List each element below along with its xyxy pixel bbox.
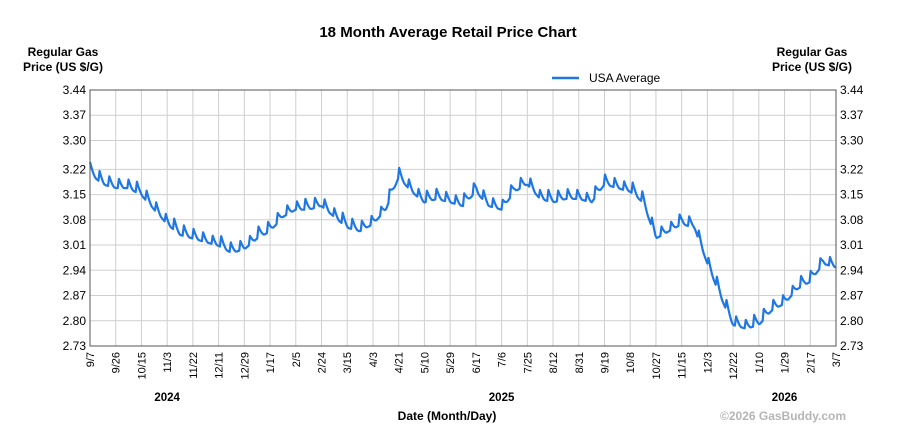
x-tick-label: 8/12	[548, 352, 560, 373]
chart-title: 18 Month Average Retail Price Chart	[319, 24, 576, 41]
x-tick-label: 12/3	[702, 352, 714, 373]
y-tick-right: 3.44	[840, 83, 864, 97]
x-tick-label: 9/7	[85, 352, 97, 367]
right-axis-label-line1: Regular Gas	[777, 45, 848, 59]
y-tick-right: 2.87	[840, 289, 864, 303]
y-tick-left: 3.30	[63, 133, 87, 147]
left-axis-label-line2: Price (US $/G)	[23, 60, 103, 74]
x-tick-label: 1/17	[265, 352, 277, 373]
left-axis-label-line1: Regular Gas	[28, 45, 99, 59]
x-tick-label: 7/25	[522, 352, 534, 373]
y-tick-left: 2.87	[63, 289, 87, 303]
x-tick-label: 9/19	[599, 352, 611, 373]
x-tick-label: 2/5	[291, 352, 303, 367]
year-label: 2025	[489, 392, 515, 404]
y-tick-left: 2.80	[63, 314, 87, 328]
x-tick-label: 2/17	[805, 352, 817, 373]
y-tick-left: 2.73	[63, 339, 87, 353]
y-tick-left: 2.94	[63, 263, 87, 277]
y-tick-right: 3.01	[840, 238, 864, 252]
plot-frame	[89, 89, 837, 347]
x-tick-label: 12/29	[239, 352, 251, 380]
y-tick-left: 3.37	[63, 108, 87, 122]
y-tick-left: 3.08	[63, 213, 87, 227]
x-tick-label: 5/29	[445, 352, 457, 373]
x-tick-label: 10/8	[625, 352, 637, 373]
x-tick-label: 10/15	[136, 352, 148, 380]
x-tick-label: 1/29	[780, 352, 792, 373]
y-tick-right: 2.73	[840, 339, 864, 353]
x-tick-label: 4/3	[368, 352, 380, 367]
x-tick-label: 11/3	[162, 352, 174, 373]
year-label: 2026	[772, 392, 798, 404]
x-tick-label: 11/22	[188, 352, 200, 379]
right-axis-label-line2: Price (US $/G)	[772, 60, 852, 74]
y-tick-right: 3.37	[840, 108, 864, 122]
x-axis-label: Date (Month/Day)	[398, 409, 497, 423]
x-tick-label: 8/31	[574, 352, 586, 373]
y-axis-left: 3.44 3.37 3.30 3.22 3.15 3.08 3.01 2.94 2.87 2.80…	[63, 83, 87, 353]
x-tick-label: 12/22	[728, 352, 740, 380]
legend-label: USA Average	[589, 71, 660, 85]
y-tick-left: 3.22	[63, 162, 87, 176]
y-tick-right: 3.30	[840, 133, 864, 147]
x-tick-label: 3/15	[342, 352, 354, 373]
y-axis-right: 3.44 3.37 3.30 3.22 3.15 3.08 3.01 2.94 2.87 2.80…	[840, 83, 864, 353]
x-tick-label: 3/7	[831, 352, 843, 367]
y-tick-right: 3.08	[840, 213, 864, 227]
y-tick-right: 2.94	[840, 263, 864, 277]
x-tick-label: 7/6	[497, 352, 509, 367]
y-tick-right: 3.15	[840, 188, 864, 202]
x-tick-label: 6/17	[471, 352, 483, 373]
x-axis: 9/7 9/26 10/15 11/3 11/22 12/11 12/29 1/17 2/5 2/…	[85, 352, 843, 380]
x-tick-label: 11/15	[677, 352, 689, 379]
y-tick-right: 2.80	[840, 314, 864, 328]
x-tick-label: 9/26	[111, 352, 123, 373]
x-tick-label: 12/11	[214, 352, 226, 379]
x-tick-label: 10/27	[651, 352, 663, 380]
y-tick-right: 3.22	[840, 162, 864, 176]
copyright: ©2026 GasBuddy.com	[720, 409, 846, 423]
x-tick-label: 2/24	[317, 352, 329, 373]
y-tick-left: 3.44	[63, 83, 87, 97]
x-tick-label: 4/21	[394, 352, 406, 373]
series-line-usa-average	[88, 161, 837, 330]
y-tick-left: 3.01	[63, 238, 87, 252]
year-label: 2024	[154, 392, 180, 404]
x-tick-label: 5/10	[419, 352, 431, 373]
y-tick-left: 3.15	[63, 188, 87, 202]
x-tick-label: 1/10	[754, 352, 766, 373]
year-labels: 2024 2025 2026	[154, 392, 797, 404]
